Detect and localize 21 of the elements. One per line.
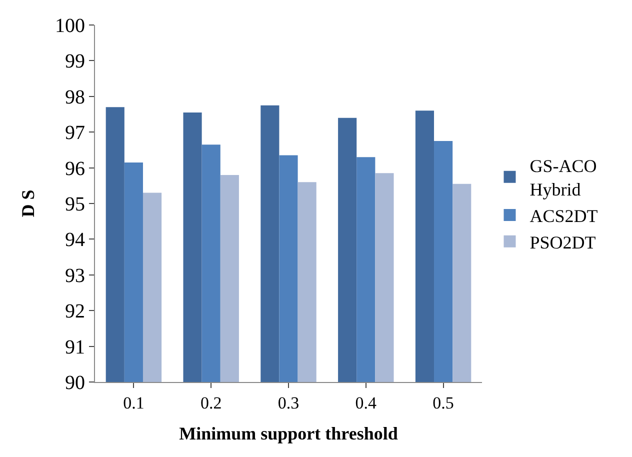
y-tick-label: 93 xyxy=(65,264,85,287)
x-tick-label: 0.4 xyxy=(355,393,378,412)
legend-label: ACS2DT xyxy=(530,206,598,226)
x-tick-label: 0.5 xyxy=(432,393,454,412)
y-tick-label: 94 xyxy=(65,229,85,252)
y-tick-label: 92 xyxy=(65,300,85,323)
x-tick-label: 0.1 xyxy=(123,393,144,412)
y-tick-label: 96 xyxy=(65,158,85,180)
y-tick-label: 99 xyxy=(65,50,85,73)
y-tick-label: 97 xyxy=(65,122,85,144)
x-tick-label: 0.3 xyxy=(278,393,300,412)
y-tick-label: 95 xyxy=(65,194,85,216)
y-tick-label: 100 xyxy=(55,15,85,37)
x-tick-label: 0.2 xyxy=(200,393,222,412)
legend-label: GS-ACO Hybrid xyxy=(530,156,597,200)
y-tick-label: 91 xyxy=(65,336,85,358)
y-tick-label: 90 xyxy=(65,372,85,394)
y-axis-title: D S xyxy=(18,190,38,218)
x-axis-title: Minimum support threshold xyxy=(179,424,398,444)
y-tick-label: 98 xyxy=(65,86,85,108)
legend-label: PSO2DT xyxy=(530,232,596,252)
